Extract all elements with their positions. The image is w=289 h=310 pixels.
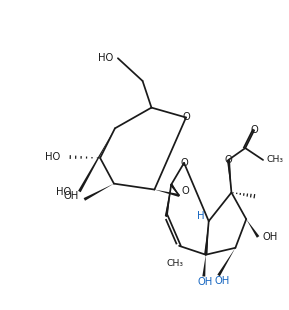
Polygon shape	[154, 189, 179, 197]
Text: CH₃: CH₃	[267, 155, 284, 164]
Polygon shape	[217, 248, 236, 276]
Polygon shape	[84, 184, 114, 201]
Text: HO: HO	[45, 152, 61, 162]
Polygon shape	[246, 219, 259, 238]
Text: O: O	[225, 155, 232, 165]
Text: OH: OH	[262, 232, 277, 242]
Polygon shape	[204, 221, 209, 255]
Polygon shape	[165, 185, 171, 216]
Text: H: H	[197, 211, 205, 221]
Text: O: O	[182, 113, 190, 122]
Text: O: O	[180, 158, 188, 168]
Text: O: O	[250, 125, 258, 135]
Polygon shape	[78, 128, 115, 192]
Polygon shape	[184, 163, 209, 221]
Text: OH: OH	[215, 277, 230, 286]
Polygon shape	[202, 255, 206, 277]
Text: O: O	[181, 186, 189, 196]
Text: HO: HO	[98, 53, 113, 63]
Polygon shape	[170, 184, 179, 196]
Polygon shape	[227, 160, 231, 193]
Text: HO: HO	[56, 187, 71, 197]
Text: CH₃: CH₃	[167, 259, 184, 268]
Text: OH: OH	[197, 277, 212, 287]
Text: OH: OH	[63, 192, 78, 202]
